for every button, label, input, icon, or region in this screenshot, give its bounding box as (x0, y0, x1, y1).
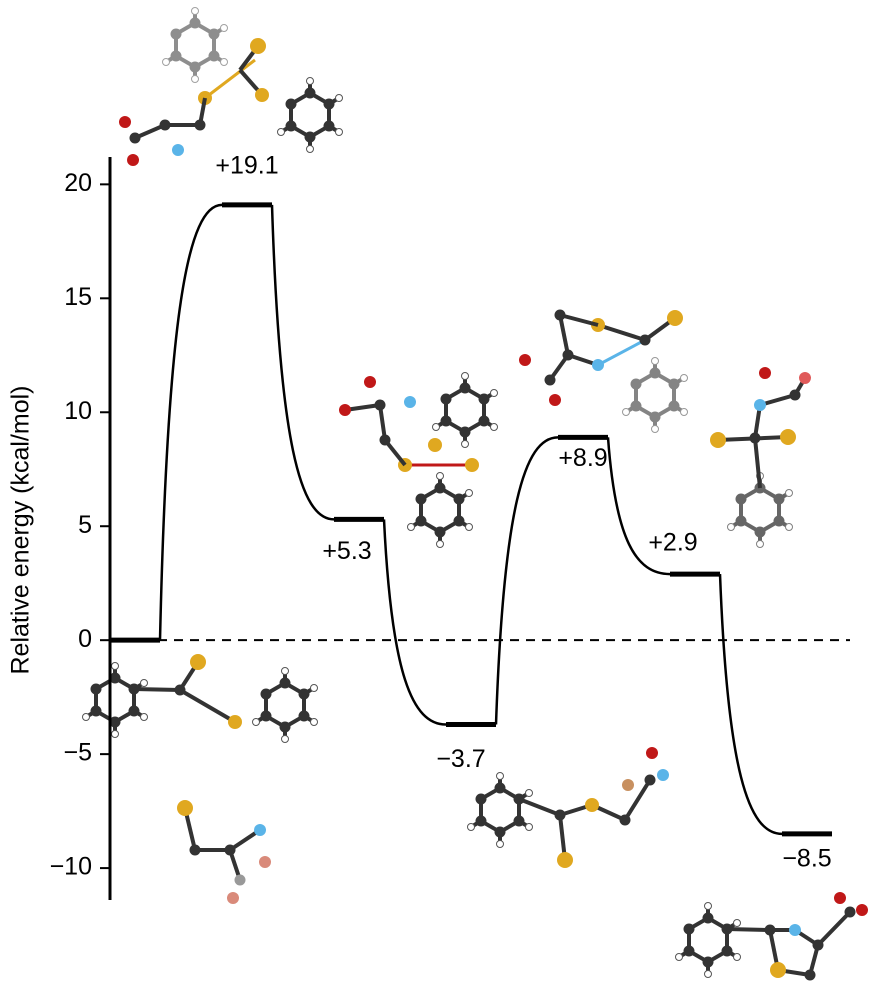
connector (494, 436, 559, 725)
value-label: +8.9 (558, 444, 607, 472)
y-tick-label: −10 (50, 853, 92, 881)
molecules (80, 5, 868, 981)
y-tick-label: 0 (78, 625, 92, 653)
value-label: +5.3 (322, 537, 371, 565)
y-axis-label: Relative energy (kcal/mol) (7, 386, 35, 675)
value-label: −3.7 (436, 745, 485, 773)
connector (158, 203, 223, 641)
value-label: +2.9 (648, 529, 697, 557)
value-label: +19.1 (215, 151, 278, 179)
connector (270, 204, 335, 521)
y-tick-label: 15 (64, 283, 92, 311)
connector (718, 574, 783, 836)
y-tick-label: 5 (78, 511, 92, 539)
y-tick-label: −5 (63, 739, 92, 767)
connector (606, 437, 671, 576)
value-label: −8.5 (782, 845, 831, 873)
connector (382, 519, 447, 726)
y-tick-label: 10 (64, 397, 92, 425)
y-tick-label: 20 (64, 169, 92, 197)
